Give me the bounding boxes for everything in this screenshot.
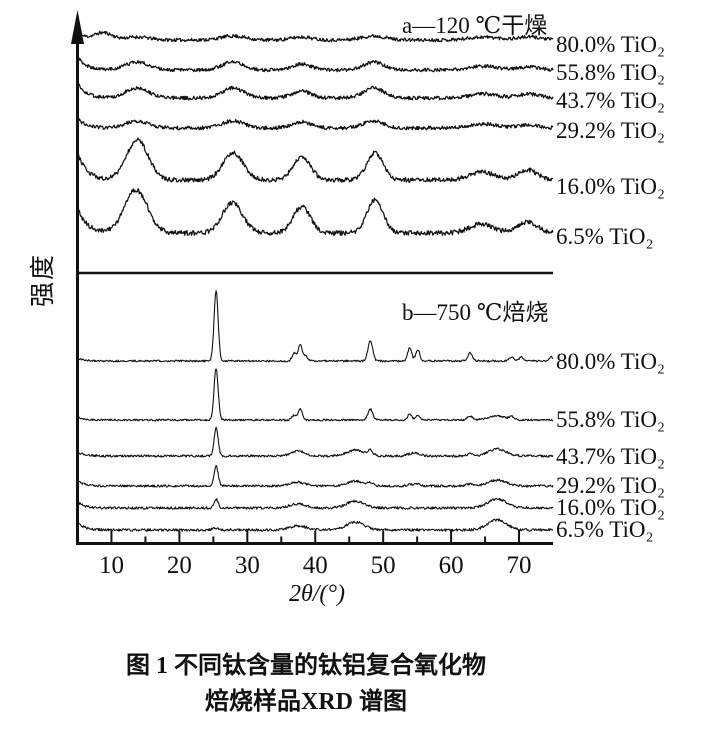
- x-axis-label: 2θ/(°): [288, 581, 346, 607]
- xrd-curve-b-2: [77, 426, 554, 458]
- caption-line-2: 焙烧样品XRD 谱图: [205, 689, 407, 715]
- x-tick-label: 70: [507, 552, 532, 579]
- series-label-a-1: 55.8% TiO₂: [556, 60, 666, 85]
- panel-a-title: a—120 ℃干燥: [402, 13, 548, 38]
- xrd-curve-a-1: [77, 55, 554, 73]
- series-label-b-0: 80.0% TiO₂: [556, 349, 666, 374]
- xrd-curve-a-3: [77, 117, 554, 131]
- series-label-b-5: 6.5% TiO₂: [556, 517, 654, 542]
- x-tick-label: 60: [439, 552, 464, 579]
- series-label-b-4: 16.0% TiO₂: [556, 495, 666, 520]
- series-label-a-0: 80.0% TiO₂: [556, 32, 666, 57]
- xrd-curve-b-4: [77, 497, 554, 510]
- caption-line-1: 图 1 不同钛含量的钛铝复合氧化物: [126, 653, 486, 679]
- x-tick-label: 10: [99, 552, 124, 579]
- x-tick-label: 30: [235, 552, 260, 579]
- xrd-curve-a-2: [77, 81, 554, 101]
- xrd-curve-b-3: [76, 464, 554, 488]
- series-label-a-4: 16.0% TiO₂: [556, 174, 666, 199]
- xrd-curve-a-5: [76, 188, 554, 237]
- xrd-curve-a-4: [77, 137, 554, 183]
- x-tick-label: 50: [371, 552, 396, 579]
- plot-area: 10 20 30 40 50 60 70: [71, 10, 554, 579]
- x-tick-label: 20: [167, 552, 192, 579]
- xrd-curve-b-5: [76, 518, 554, 532]
- series-label-a-3: 29.2% TiO₂: [556, 118, 666, 143]
- xrd-curve-b-1: [77, 368, 554, 422]
- series-label-b-2: 43.7% TiO₂: [556, 444, 666, 469]
- series-label-b-3: 29.2% TiO₂: [556, 473, 666, 498]
- xrd-curve-b-0: [77, 290, 554, 363]
- y-axis-label: 强度: [30, 253, 57, 308]
- x-tick-label: 40: [303, 552, 328, 579]
- y-axis-arrow-icon: [71, 10, 84, 44]
- series-label-a-2: 43.7% TiO₂: [556, 88, 666, 113]
- series-label-b-1: 55.8% TiO₂: [556, 407, 666, 432]
- series-label-a-5: 6.5% TiO₂: [556, 224, 654, 249]
- panel-b-title: b—750 ℃焙烧: [402, 300, 549, 325]
- xrd-curve-a-0: [77, 30, 554, 43]
